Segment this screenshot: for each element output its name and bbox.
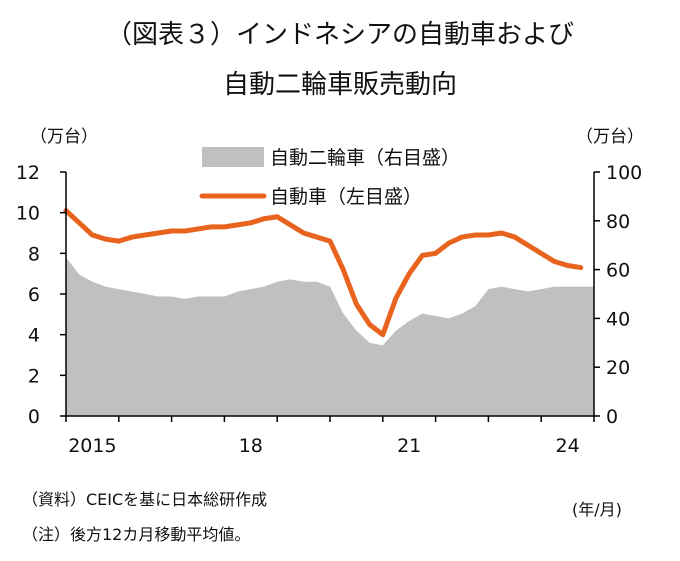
x-tick-label: 2015	[68, 435, 116, 457]
motorcycle-area	[66, 257, 594, 416]
left-tick-label: 10	[16, 203, 40, 225]
right-axis-unit: （万台）	[576, 127, 644, 147]
left-tick-label: 0	[28, 406, 40, 428]
motorcycle-area-series	[66, 257, 594, 416]
left-tick-label: 12	[16, 162, 40, 184]
car-line-series	[63, 208, 584, 338]
chart-legend: 自動二輪車（右目盛） 自動車（左目盛）	[199, 147, 460, 208]
x-tick-label: 24	[556, 435, 580, 457]
chart-title-line1: （図表３）インドネシアの自動車および	[105, 20, 574, 50]
x-axis-unit: (年/月)	[572, 500, 622, 519]
chart-title-line2: 自動二輪車販売動向	[222, 70, 457, 100]
right-tick-label: 60	[606, 260, 630, 282]
left-tick-label: 8	[28, 243, 40, 265]
source-note: （資料）CEICを基に日本総研作成	[22, 490, 268, 509]
right-tick-label: 20	[606, 357, 630, 379]
left-tick-label: 2	[28, 365, 40, 387]
x-tick-label: 21	[397, 435, 421, 457]
x-tick-label: 18	[239, 435, 263, 457]
left-tick-label: 6	[28, 284, 40, 306]
right-tick-label: 0	[606, 406, 618, 428]
legend-label-motorcycle: 自動二輪車（右目盛）	[270, 147, 460, 169]
right-tick-label: 40	[606, 308, 630, 330]
right-tick-label: 100	[606, 162, 642, 184]
footnote: （注）後方12カ月移動平均値。	[22, 525, 251, 544]
car-line	[63, 208, 584, 338]
legend-swatch-motorcycle	[202, 147, 264, 167]
left-tick-label: 4	[28, 325, 40, 347]
legend-label-car: 自動車（左目盛）	[270, 186, 422, 208]
right-tick-label: 80	[606, 211, 630, 233]
left-axis-unit: （万台）	[30, 127, 98, 147]
